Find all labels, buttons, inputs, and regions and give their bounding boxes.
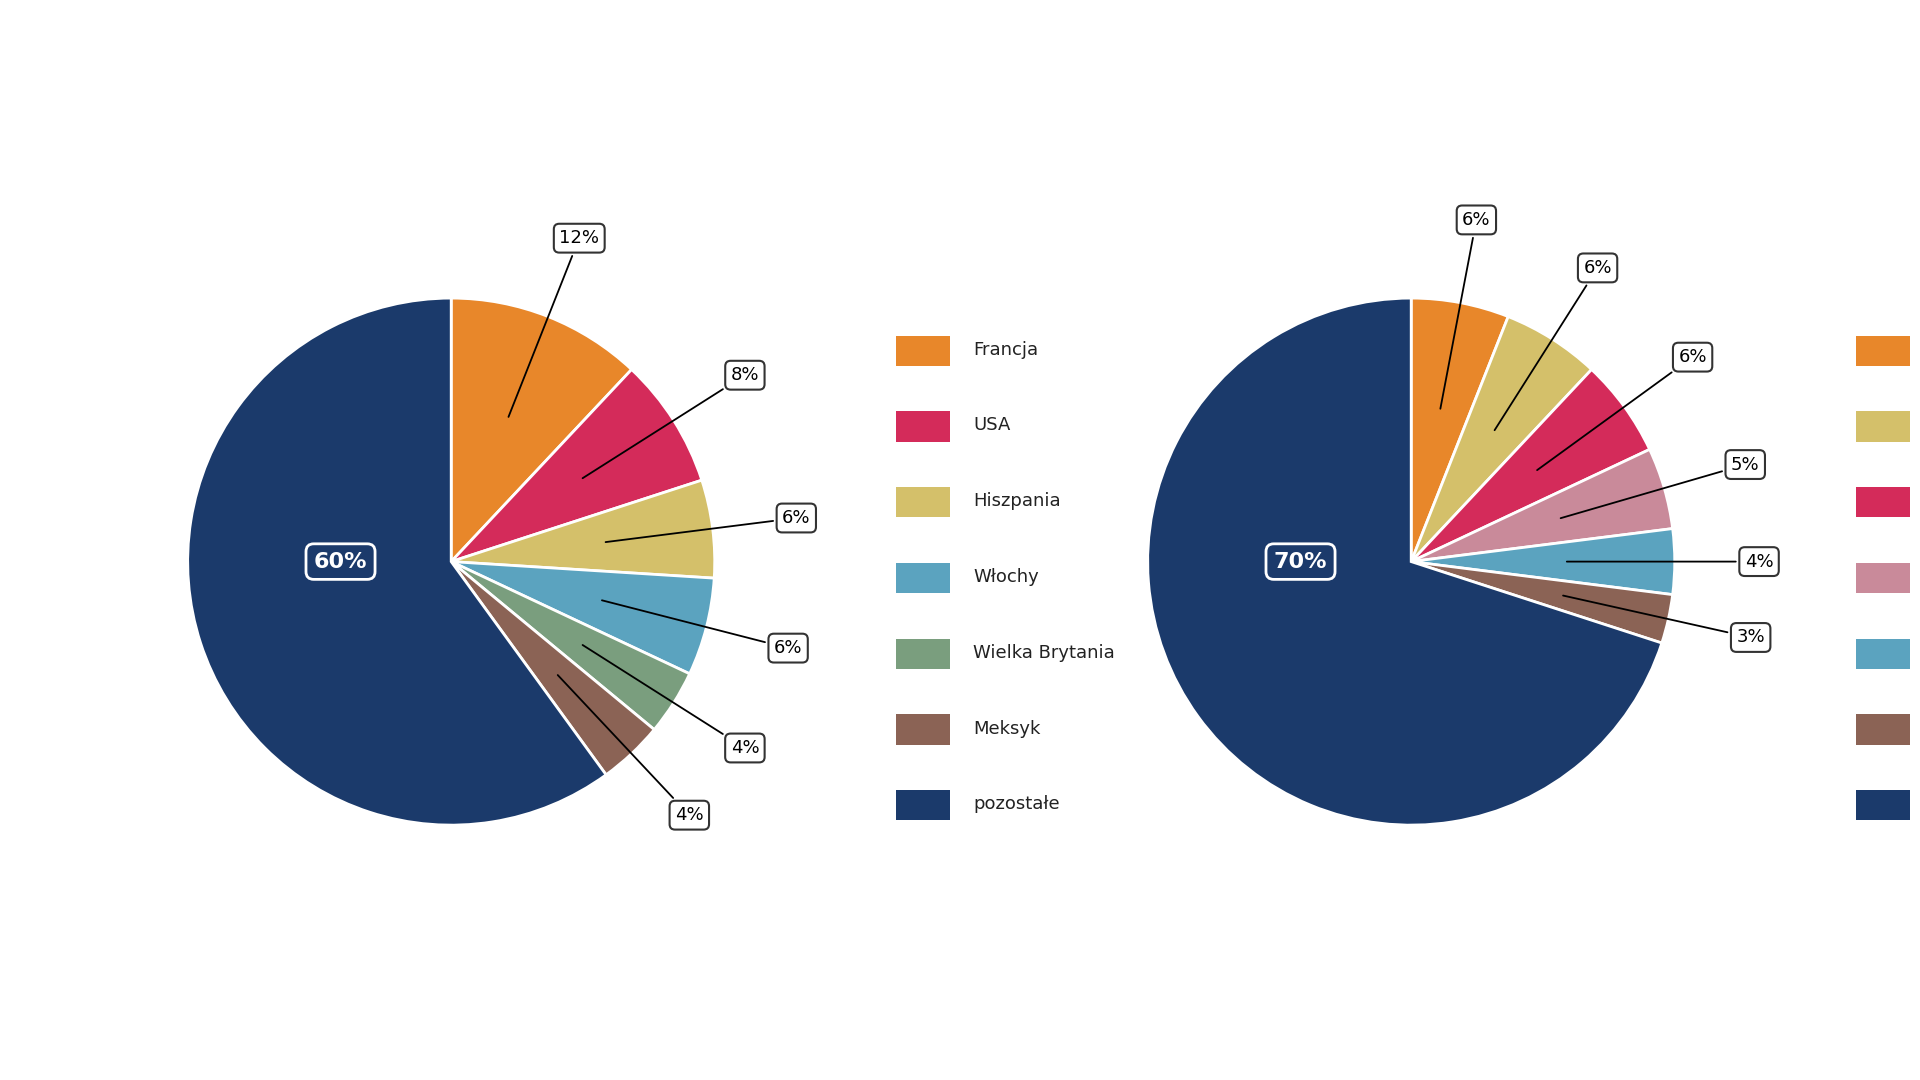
Wedge shape (188, 298, 607, 825)
Wedge shape (1411, 528, 1674, 595)
Wedge shape (451, 481, 714, 578)
Wedge shape (451, 298, 632, 562)
Wedge shape (451, 562, 714, 674)
Text: Francja: Francja (973, 340, 1039, 359)
Text: 4%: 4% (557, 675, 703, 824)
Wedge shape (1411, 316, 1592, 562)
Text: 5%: 5% (1561, 456, 1759, 518)
Text: Wielka Brytania: Wielka Brytania (973, 644, 1116, 662)
Text: 70%: 70% (1273, 552, 1327, 571)
Text: Meksyk: Meksyk (973, 719, 1041, 738)
Wedge shape (1411, 298, 1509, 562)
Text: pozostałe: pozostałe (973, 795, 1060, 813)
Wedge shape (451, 562, 689, 730)
Text: 6%: 6% (1538, 348, 1707, 470)
Text: 4%: 4% (582, 645, 758, 757)
Wedge shape (1411, 449, 1672, 562)
Text: 3%: 3% (1563, 595, 1764, 647)
Text: Włochy: Włochy (973, 568, 1039, 586)
Text: 8%: 8% (582, 366, 758, 478)
Wedge shape (451, 562, 655, 774)
Text: 6%: 6% (605, 509, 810, 542)
Wedge shape (1148, 298, 1663, 825)
Text: 4%: 4% (1567, 553, 1774, 570)
Text: 6%: 6% (603, 600, 803, 657)
Wedge shape (1411, 369, 1649, 562)
Wedge shape (451, 369, 703, 562)
Text: Międzynarodowe przyjazdy turystyczne
w 1995 roku: Międzynarodowe przyjazdy turystyczne w 1… (23, 131, 549, 188)
Text: 6%: 6% (1494, 259, 1611, 430)
Text: Hiszpania: Hiszpania (973, 492, 1060, 510)
Text: USA: USA (973, 417, 1010, 434)
Text: 12%: 12% (509, 229, 599, 417)
Text: Międzynarodowe przyjazdy turystyczne
w 2017 roku: Międzynarodowe przyjazdy turystyczne w 2… (983, 131, 1509, 188)
Text: 6%: 6% (1440, 211, 1490, 408)
Wedge shape (1411, 562, 1672, 643)
Text: 60%: 60% (313, 552, 367, 571)
